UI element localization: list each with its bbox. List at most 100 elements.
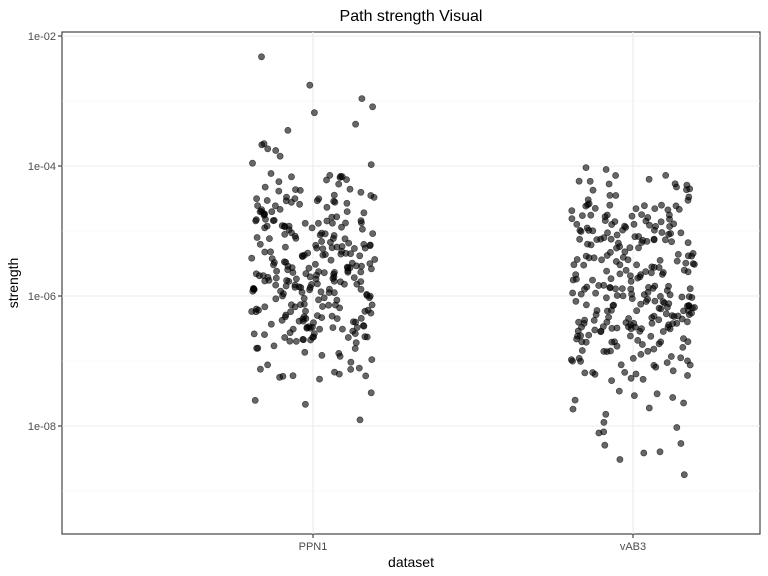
data-point-PPN1 bbox=[296, 200, 303, 208]
data-point-PPN1 bbox=[295, 317, 303, 325]
data-point-PPN1 bbox=[318, 238, 325, 245]
data-point-vAB3 bbox=[603, 294, 610, 302]
data-point-PPN1 bbox=[344, 334, 352, 341]
data-point-vAB3 bbox=[655, 264, 663, 271]
data-point-PPN1 bbox=[331, 301, 339, 309]
data-point-vAB3 bbox=[602, 410, 610, 418]
data-point-vAB3 bbox=[671, 180, 679, 188]
data-point-vAB3 bbox=[618, 285, 626, 292]
data-point-PPN1 bbox=[261, 224, 269, 232]
data-point-PPN1 bbox=[283, 277, 290, 284]
data-point-PPN1 bbox=[267, 170, 275, 177]
data-point-PPN1 bbox=[357, 314, 365, 322]
data-point-PPN1 bbox=[249, 284, 257, 292]
data-point-PPN1 bbox=[363, 333, 371, 341]
data-point-vAB3 bbox=[673, 319, 681, 327]
data-point-vAB3 bbox=[607, 235, 615, 243]
data-point-PPN1 bbox=[313, 312, 321, 319]
data-point-vAB3 bbox=[648, 319, 656, 327]
data-point-vAB3 bbox=[621, 222, 628, 230]
data-point-vAB3 bbox=[657, 305, 665, 313]
data-point-PPN1 bbox=[351, 345, 359, 352]
data-point-vAB3 bbox=[589, 186, 597, 194]
data-point-vAB3 bbox=[591, 326, 599, 334]
data-point-vAB3 bbox=[630, 319, 638, 327]
data-point-PPN1 bbox=[249, 159, 256, 167]
data-point-vAB3 bbox=[595, 429, 603, 437]
data-point-PPN1 bbox=[367, 192, 375, 199]
data-point-PPN1 bbox=[284, 126, 292, 134]
data-point-PPN1 bbox=[288, 229, 295, 237]
data-point-PPN1 bbox=[276, 205, 284, 213]
data-point-vAB3 bbox=[575, 354, 583, 362]
data-point-PPN1 bbox=[302, 270, 310, 278]
data-point-vAB3 bbox=[662, 236, 669, 244]
data-point-vAB3 bbox=[633, 307, 641, 315]
x-axis: PPN1 vAB3 bbox=[299, 534, 646, 553]
data-point-vAB3 bbox=[656, 448, 664, 456]
data-point-PPN1 bbox=[289, 325, 297, 333]
data-point-vAB3 bbox=[573, 256, 581, 263]
data-point-vAB3 bbox=[612, 258, 620, 265]
data-point-PPN1 bbox=[291, 283, 299, 291]
data-point-PPN1 bbox=[261, 303, 269, 311]
data-point-PPN1 bbox=[304, 249, 312, 257]
data-point-PPN1 bbox=[367, 161, 375, 168]
data-point-vAB3 bbox=[675, 205, 683, 213]
data-point-vAB3 bbox=[648, 269, 655, 277]
data-point-vAB3 bbox=[628, 212, 636, 220]
data-point-vAB3 bbox=[575, 177, 583, 185]
data-point-PPN1 bbox=[335, 180, 343, 188]
data-point-vAB3 bbox=[592, 311, 600, 319]
data-point-vAB3 bbox=[644, 295, 651, 303]
data-point-vAB3 bbox=[658, 201, 665, 209]
data-point-PPN1 bbox=[350, 274, 358, 281]
data-point-PPN1 bbox=[300, 300, 308, 308]
data-point-vAB3 bbox=[578, 347, 586, 354]
data-point-vAB3 bbox=[630, 220, 638, 228]
data-point-vAB3 bbox=[640, 449, 648, 457]
data-point-PPN1 bbox=[300, 294, 308, 302]
data-point-PPN1 bbox=[255, 306, 262, 314]
data-point-vAB3 bbox=[606, 284, 614, 291]
data-point-PPN1 bbox=[267, 320, 275, 328]
data-point-PPN1 bbox=[301, 400, 309, 408]
data-point-vAB3 bbox=[591, 370, 599, 378]
data-point-vAB3 bbox=[612, 172, 619, 179]
data-point-PPN1 bbox=[326, 238, 334, 246]
data-point-vAB3 bbox=[627, 374, 635, 382]
y-tick-label: 1e-06 bbox=[28, 291, 56, 303]
data-point-vAB3 bbox=[621, 248, 629, 256]
data-point-vAB3 bbox=[574, 327, 582, 335]
data-point-PPN1 bbox=[278, 316, 286, 324]
data-point-PPN1 bbox=[292, 275, 300, 283]
data-point-PPN1 bbox=[357, 268, 365, 276]
data-point-vAB3 bbox=[570, 261, 578, 269]
data-point-PPN1 bbox=[306, 286, 313, 294]
data-point-vAB3 bbox=[573, 220, 581, 228]
data-point-vAB3 bbox=[619, 253, 627, 261]
data-point-PPN1 bbox=[315, 296, 322, 304]
data-point-PPN1 bbox=[273, 267, 280, 275]
data-point-PPN1 bbox=[338, 325, 346, 333]
data-point-PPN1 bbox=[268, 255, 276, 262]
data-point-vAB3 bbox=[674, 312, 682, 320]
data-point-vAB3 bbox=[641, 202, 648, 210]
data-point-vAB3 bbox=[686, 361, 694, 369]
data-point-vAB3 bbox=[613, 292, 621, 299]
data-point-vAB3 bbox=[607, 347, 614, 355]
y-tick-label: 1e-02 bbox=[28, 31, 56, 43]
data-point-vAB3 bbox=[648, 314, 656, 322]
data-point-vAB3 bbox=[678, 293, 686, 301]
data-point-PPN1 bbox=[288, 173, 295, 181]
data-point-PPN1 bbox=[284, 266, 292, 274]
data-point-vAB3 bbox=[642, 268, 650, 275]
data-point-vAB3 bbox=[613, 244, 620, 252]
data-point-PPN1 bbox=[356, 416, 364, 424]
data-point-vAB3 bbox=[606, 201, 614, 209]
y-tick-label: 1e-08 bbox=[28, 421, 56, 433]
data-point-vAB3 bbox=[576, 235, 583, 243]
data-point-vAB3 bbox=[634, 336, 642, 344]
data-point-vAB3 bbox=[639, 375, 647, 383]
data-point-PPN1 bbox=[283, 193, 290, 201]
